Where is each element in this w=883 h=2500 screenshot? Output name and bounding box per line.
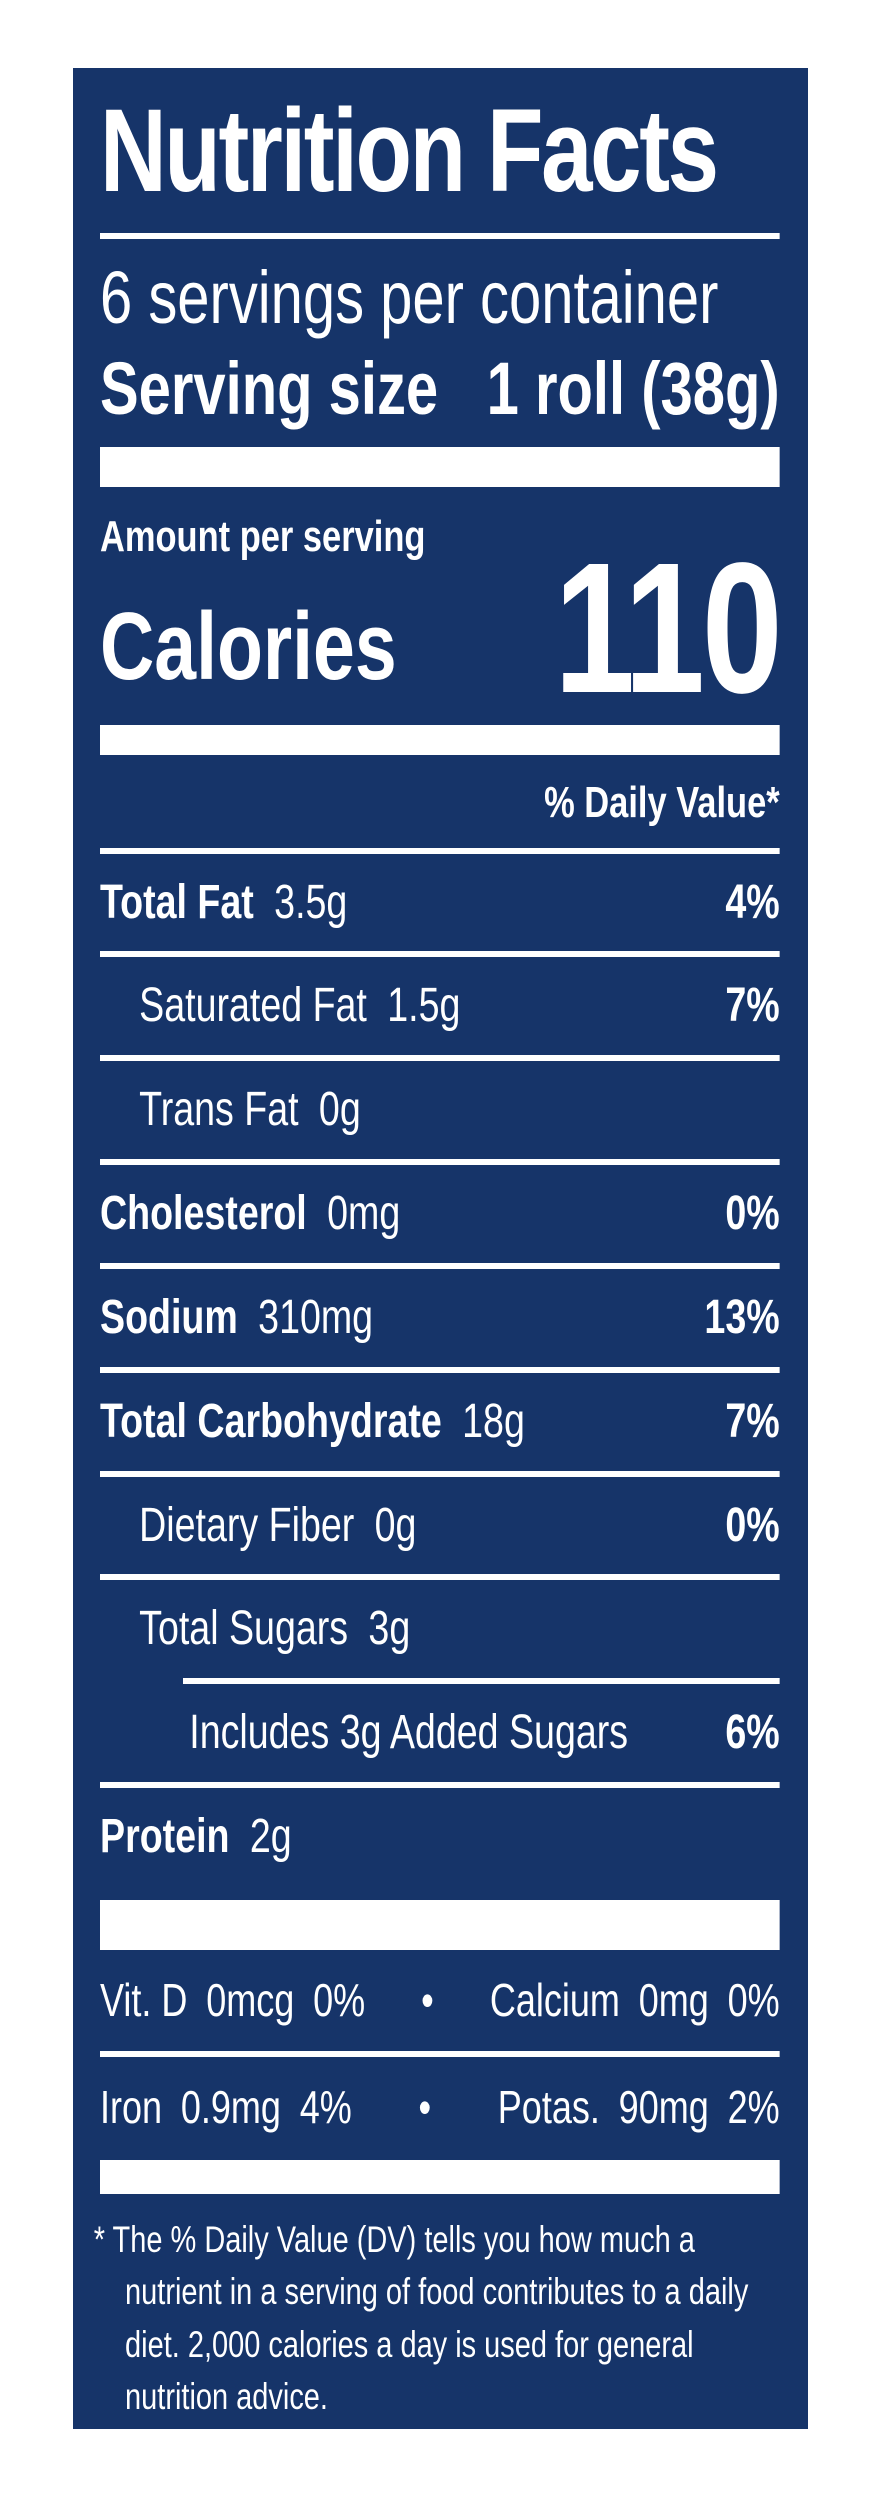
micronutrient-potassium: Potas. 90mg 2% <box>498 2081 780 2134</box>
nutrient-row-cholesterol: Cholesterol 0mg 0% <box>100 1165 780 1263</box>
nutrient-row-added-sugars: Includes 3g Added Sugars 6% <box>100 1684 780 1782</box>
micronutrient-iron: Iron 0.9mg 4% <box>100 2081 352 2134</box>
nutrition-facts-panel: Nutrition Facts 6 servings per container… <box>73 68 808 2429</box>
divider <box>100 1574 780 1581</box>
nutrient-amount: 2g <box>249 1810 292 1864</box>
nutrient-amount: 310mg <box>258 1290 374 1344</box>
micronutrient-amount: 0mcg <box>206 1973 295 2026</box>
micronutrient-dv: 0% <box>727 1973 780 2026</box>
medium-separator-bar <box>100 725 780 756</box>
nutrient-amount: 0g <box>318 1083 361 1137</box>
amount-per-serving-label: Amount per serving <box>100 511 426 561</box>
divider <box>100 1782 780 1789</box>
micronutrient-name: Iron <box>100 2080 163 2133</box>
nutrient-amount: 0g <box>374 1498 417 1552</box>
nutrient-name: Total Carbohydrate <box>100 1394 442 1448</box>
medium-separator-bar <box>100 2159 780 2194</box>
calories-label: Calories <box>100 593 397 701</box>
bullet-separator: • <box>418 2080 432 2133</box>
daily-value-header: % Daily Value* <box>544 778 780 828</box>
nutrient-name: Total Fat <box>100 875 254 929</box>
micronutrient-name: Calcium <box>489 1973 620 2026</box>
footnote-text: The % Daily Value (DV) tells you how muc… <box>112 2218 749 2418</box>
nutrient-dv: 0% <box>725 1187 780 1241</box>
nutrient-amount: 3g <box>368 1602 411 1656</box>
divider <box>100 232 780 239</box>
nutrient-name: Dietary Fiber <box>139 1498 355 1552</box>
bullet-separator: • <box>421 1973 434 2026</box>
footnote-asterisk: * <box>93 2218 106 2260</box>
micronutrient-dv: 4% <box>299 2080 352 2133</box>
micronutrient-name: Vit. D <box>100 1973 188 2026</box>
nutrient-row-total-fat: Total Fat 3.5g 4% <box>100 854 780 952</box>
divider <box>100 1159 780 1166</box>
micronutrient-amount: 0mg <box>638 1973 709 2026</box>
nutrient-row-dietary-fiber: Dietary Fiber 0g 0% <box>100 1477 780 1575</box>
divider <box>100 1366 780 1373</box>
nutrient-dv: 0% <box>725 1498 780 1552</box>
divider <box>100 2050 780 2057</box>
nutrient-name: Trans Fat <box>139 1083 299 1137</box>
nutrient-row-protein: Protein 2g <box>100 1788 780 1886</box>
micronutrient-dv: 2% <box>727 2080 780 2133</box>
nutrient-name: Sodium <box>100 1290 238 1344</box>
divider <box>100 1470 780 1477</box>
nutrient-amount: 18g <box>462 1394 525 1448</box>
nutrient-dv: 7% <box>725 979 780 1033</box>
micronutrient-row-1: Vit. D 0mcg 0% • Calcium 0mg 0% <box>100 1950 780 2051</box>
micronutrient-dv: 0% <box>313 1973 366 2026</box>
micronutrient-amount: 90mg <box>618 2080 709 2133</box>
nutrient-amount: 0mg <box>327 1187 401 1241</box>
panel-content: Nutrition Facts 6 servings per container… <box>94 85 783 2424</box>
divider <box>100 951 780 958</box>
nutrition-facts-title: Nutrition Facts <box>100 85 719 217</box>
serving-size-row: Serving size 1 roll (38g) <box>100 346 780 431</box>
nutrient-name: Includes 3g Added Sugars <box>189 1706 629 1760</box>
nutrient-dv: 6% <box>725 1706 780 1760</box>
nutrient-row-sodium: Sodium 310mg 13% <box>100 1269 780 1367</box>
nutrient-amount: 3.5g <box>274 875 348 929</box>
micronutrient-name: Potas. <box>497 2080 600 2133</box>
nutrient-dv: 4% <box>725 875 780 929</box>
divider <box>100 847 780 854</box>
serving-size-value: 1 roll (38g) <box>486 346 780 430</box>
nutrient-dv: 13% <box>704 1290 780 1344</box>
nutrient-name: Saturated Fat <box>139 979 367 1033</box>
nutrient-dv: 7% <box>725 1394 780 1448</box>
daily-value-footnote: * The % Daily Value (DV) tells you how m… <box>94 2214 783 2424</box>
nutrient-row-trans-fat: Trans Fat 0g <box>100 1061 780 1159</box>
nutrient-row-total-sugars: Total Sugars 3g <box>100 1580 780 1678</box>
micronutrient-vitamin-d: Vit. D 0mcg 0% <box>100 1974 365 2027</box>
nutrient-name: Cholesterol <box>100 1187 307 1241</box>
nutrient-name: Total Sugars <box>139 1602 349 1656</box>
calories-row: Calories 110 <box>100 525 783 733</box>
divider <box>100 1055 780 1062</box>
divider <box>100 1262 780 1269</box>
serving-size-label: Serving size <box>100 346 439 430</box>
servings-per-container: 6 servings per container <box>100 255 719 339</box>
nutrient-row-saturated-fat: Saturated Fat 1.5g 7% <box>100 957 780 1055</box>
micronutrient-row-2: Iron 0.9mg 4% • Potas. 90mg 2% <box>100 2057 780 2158</box>
thick-separator-bar <box>100 446 780 487</box>
nutrient-name: Protein <box>100 1810 230 1864</box>
divider <box>182 1678 780 1685</box>
nutrient-row-total-carbohydrate: Total Carbohydrate 18g 7% <box>100 1373 780 1471</box>
micronutrient-amount: 0.9mg <box>180 2080 281 2133</box>
micronutrient-calcium: Calcium 0mg 0% <box>490 1974 780 2027</box>
nutrient-amount: 1.5g <box>387 979 461 1033</box>
thick-separator-bar <box>100 1899 780 1950</box>
calories-value: 110 <box>554 525 783 733</box>
